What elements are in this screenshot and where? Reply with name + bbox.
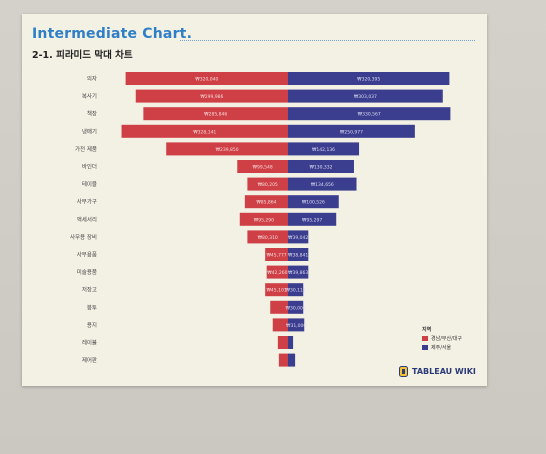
bar-right <box>288 248 309 261</box>
bar-right <box>288 353 296 367</box>
data-label-left: ₩320,040 <box>195 77 218 83</box>
data-label-right: ₩38,841 <box>288 253 308 259</box>
category-label: 미술용품 <box>77 268 97 276</box>
data-label-left: ₩99,548 <box>253 165 273 171</box>
category-label: 가전 제품 <box>75 145 97 153</box>
data-label-left: ₩80,310 <box>258 235 278 241</box>
chart-subtitle: 2-1. 피라미드 막대 차트 <box>32 50 133 61</box>
bar-right <box>288 283 304 297</box>
brand-text: TABLEAU WIKI <box>412 367 476 376</box>
category-label: 레이블 <box>82 339 97 347</box>
bar-right <box>288 265 309 279</box>
data-label-left: ₩42,260 <box>267 270 287 276</box>
tableau-wiki-icon <box>399 366 408 377</box>
bar-right <box>288 89 443 103</box>
data-label-left: ₩285,846 <box>204 112 227 118</box>
category-label: 복사기 <box>82 92 97 100</box>
bar-left <box>265 248 288 261</box>
bar-left <box>166 142 288 156</box>
data-label-right: ₩31,000 <box>286 323 306 329</box>
bar-left <box>278 353 288 367</box>
category-label: 사무용 장비 <box>70 233 97 241</box>
legend-label-left: 경남/부산/대구 <box>431 336 462 342</box>
data-label-left: ₩45,101 <box>266 288 286 294</box>
title-divider <box>180 40 475 41</box>
bar-right <box>288 177 357 191</box>
bar-left <box>125 72 288 85</box>
data-label-right: ₩39,042 <box>288 235 308 241</box>
data-label-right: ₩95,297 <box>302 217 322 223</box>
data-label-left: ₩299,986 <box>200 94 223 100</box>
bar-left <box>277 336 288 349</box>
data-label-right: ₩320,395 <box>357 77 380 83</box>
category-label: 바인더 <box>82 163 97 171</box>
bar-right <box>288 124 415 138</box>
bar-left <box>244 195 288 209</box>
legend-swatch-right <box>422 345 428 350</box>
bar-right <box>288 195 339 209</box>
bar-left <box>237 160 288 173</box>
bar-right <box>288 230 309 244</box>
bar-left <box>121 124 288 138</box>
legend-title: 지역 <box>422 327 432 333</box>
bar-left <box>143 107 288 121</box>
brand-logo: TABLEAU WIKI <box>399 366 476 377</box>
bar-right <box>288 160 354 173</box>
bar-right <box>288 142 360 156</box>
legend-label-right: 제주/서울 <box>431 345 452 351</box>
data-label-right: ₩30,000 <box>286 305 306 311</box>
category-label: 사무용품 <box>77 251 97 259</box>
category-label: 책장 <box>87 110 97 118</box>
data-label-right: ₩142,136 <box>312 147 335 153</box>
bar-left <box>270 300 288 314</box>
bar-right <box>288 336 294 349</box>
pyramid-bar-chart: 의자 ₩320,040 ₩320,395 복사기 ₩299,986 ₩303,037 책장 ₩… <box>70 72 451 367</box>
data-label-left: ₩328,141 <box>193 129 216 135</box>
legend-item-right: 제주/서울 <box>422 344 462 351</box>
data-label-right: ₩134,656 <box>311 182 334 188</box>
data-label-left: ₩80,205 <box>258 182 278 188</box>
bar-right <box>288 212 337 226</box>
data-label-left: ₩239,850 <box>216 147 239 153</box>
data-label-right: ₩250,977 <box>340 129 363 135</box>
legend-swatch-left <box>422 336 428 341</box>
category-label: 제어판 <box>82 356 97 364</box>
bar-right <box>288 300 304 314</box>
bar-left <box>135 89 288 103</box>
data-label-right: ₩330,567 <box>358 112 381 118</box>
category-label: 의자 <box>87 75 97 83</box>
category-label: 테이블 <box>82 180 97 188</box>
category-label: 액세서리 <box>77 215 97 223</box>
bar-left <box>272 318 288 332</box>
bar-left <box>247 177 288 191</box>
data-label-right: ₩130,332 <box>309 165 332 171</box>
data-label-left: ₩85,864 <box>256 200 276 206</box>
category-label: 봉투 <box>87 304 97 311</box>
category-label: 용지 <box>87 321 97 329</box>
data-label-right: ₩100,526 <box>302 200 325 206</box>
category-label: 저장고 <box>82 286 97 294</box>
legend-item-left: 경남/부산/대구 <box>422 335 462 342</box>
data-label-left: ₩45,777 <box>266 253 286 259</box>
legend: 지역 경남/부산/대구 제주/서울 <box>422 326 462 351</box>
bar-left <box>265 283 288 297</box>
data-label-left: ₩95,290 <box>254 217 274 223</box>
bar-right <box>288 318 305 332</box>
bar-left <box>239 212 288 226</box>
bar-right <box>288 72 450 85</box>
data-label-right: ₩303,037 <box>354 94 377 100</box>
bar-right <box>288 107 451 121</box>
category-label: 사무가구 <box>77 198 97 206</box>
chart-card: Intermediate Chart. 2-1. 피라미드 막대 차트 의자 ₩3… <box>22 14 487 386</box>
page-title: Intermediate Chart. <box>32 26 193 42</box>
data-label-right: ₩39,863 <box>288 270 308 276</box>
bar-left <box>266 265 288 279</box>
bar-left <box>247 230 288 244</box>
category-label: 냉매기 <box>82 127 97 135</box>
data-label-right: ₩30,111 <box>286 288 306 294</box>
